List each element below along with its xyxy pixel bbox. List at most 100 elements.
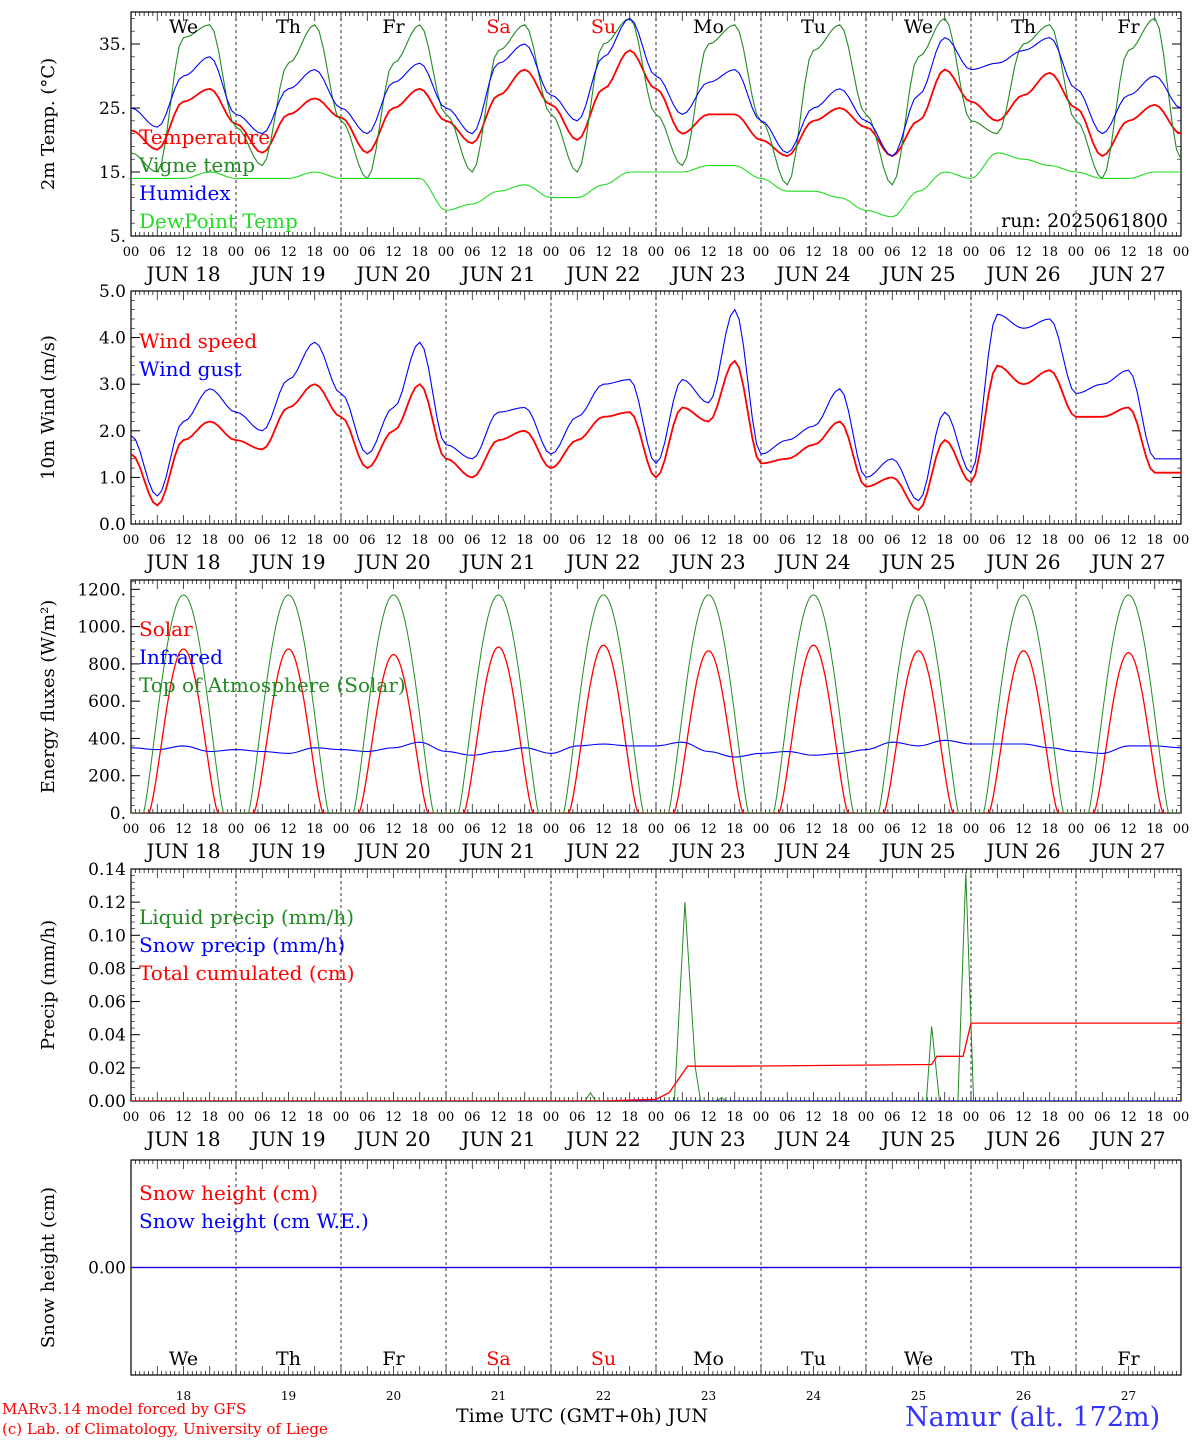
hour-tick-label: 06: [779, 1110, 796, 1125]
hour-tick-label: 12: [805, 245, 822, 260]
hour-tick-label: 00: [543, 1110, 560, 1125]
day-label: JUN 18: [144, 1127, 220, 1151]
weekday-label-bottom: Sa: [486, 1348, 510, 1370]
hour-tick-label: 00: [123, 533, 140, 548]
weekday-label-bottom: Tu: [801, 1348, 826, 1370]
hour-tick-label: 06: [1094, 533, 1111, 548]
hour-tick-label: 00: [543, 822, 560, 837]
hour-tick-label: 06: [989, 533, 1006, 548]
hour-tick-label: 12: [1015, 533, 1032, 548]
weekday-label-top: Fr: [382, 16, 405, 38]
day-label: JUN 26: [984, 262, 1060, 286]
hour-tick-label: 12: [700, 533, 717, 548]
hour-tick-label: 06: [464, 1110, 481, 1125]
hour-tick-label: 00: [228, 245, 245, 260]
hour-tick-label: 12: [805, 533, 822, 548]
series-wind-speed: [131, 359, 1181, 512]
hour-tick-label: 12: [805, 822, 822, 837]
day-label: JUN 24: [774, 839, 850, 863]
hour-tick-label: 18: [936, 245, 953, 260]
y-tick-label: 35.: [99, 35, 126, 55]
day-label: JUN 22: [564, 1127, 640, 1151]
hour-tick-label: 18: [201, 822, 218, 837]
hour-tick-label: 06: [989, 822, 1006, 837]
hour-tick-label: 12: [1015, 245, 1032, 260]
series-top-of-atmosphere-solar: [341, 594, 446, 813]
hour-tick-label: 00: [963, 1110, 980, 1125]
day-label: JUN 23: [669, 262, 745, 286]
hour-tick-label: 06: [569, 245, 586, 260]
y-tick-label: 400.: [88, 729, 126, 749]
hour-tick-label: 18: [936, 1110, 953, 1125]
series-solar: [761, 644, 866, 813]
day-number-label: 25: [911, 1389, 926, 1403]
hour-tick-label: 06: [149, 533, 166, 548]
hour-tick-label: 06: [359, 822, 376, 837]
hour-tick-label: 06: [359, 245, 376, 260]
hour-tick-label: 12: [490, 822, 507, 837]
day-label: JUN 21: [459, 262, 535, 286]
hour-tick-label: 00: [228, 1110, 245, 1125]
y-axis-label: 2m Temp. (°C): [38, 58, 59, 190]
day-number-label: 19: [281, 1389, 296, 1403]
hour-tick-label: 00: [1173, 245, 1190, 260]
hour-tick-label: 00: [858, 533, 875, 548]
hour-tick-label: 06: [674, 533, 691, 548]
day-number-label: 27: [1121, 1389, 1136, 1403]
legend-entry: Wind speed: [139, 329, 257, 353]
model-credit: MARv3.14 model forced by GFS: [2, 1400, 247, 1418]
weekday-label-bottom: Th: [276, 1348, 301, 1370]
legend-entry: Infrared: [139, 645, 223, 669]
hour-tick-label: 00: [963, 245, 980, 260]
series-solar: [341, 653, 446, 813]
hour-tick-label: 06: [1094, 822, 1111, 837]
weekday-label-top: Su: [591, 16, 616, 38]
hour-tick-label: 18: [1146, 245, 1163, 260]
hour-tick-label: 06: [989, 1110, 1006, 1125]
hour-tick-label: 18: [201, 1110, 218, 1125]
day-label: JUN 26: [984, 839, 1060, 863]
series-group: [131, 17, 1181, 218]
hour-tick-label: 00: [333, 533, 350, 548]
hour-tick-label: 12: [910, 1110, 927, 1125]
day-label: JUN 21: [459, 839, 535, 863]
panel-3: 0. 200. 400. 600. 800. 1000. 1200. Energy fluxe…: [38, 579, 1189, 863]
hour-tick-label: 12: [490, 245, 507, 260]
series-top-of-atmosphere-solar: [971, 594, 1076, 813]
hour-tick-label: 06: [149, 1110, 166, 1125]
day-label: JUN 18: [144, 262, 220, 286]
hour-tick-label: 00: [858, 822, 875, 837]
hour-tick-label: 12: [175, 245, 192, 260]
hour-tick-label: 06: [359, 1110, 376, 1125]
hour-tick-label: 18: [936, 533, 953, 548]
y-tick-label: 5.0: [99, 282, 126, 302]
hour-tick-label: 18: [306, 245, 323, 260]
station-label: Namur (alt. 172m): [905, 1402, 1161, 1433]
x-axis-label: Time UTC (GMT+0h) JUN: [456, 1405, 708, 1427]
hour-tick-label: 12: [595, 1110, 612, 1125]
day-label: JUN 27: [1089, 839, 1165, 863]
legend-entry: Temperature: [139, 125, 270, 149]
day-number-label: 24: [806, 1389, 822, 1403]
hour-tick-label: 18: [831, 533, 848, 548]
day-number-label: 26: [1016, 1389, 1031, 1403]
hour-tick-label: 00: [333, 245, 350, 260]
hour-tick-label: 18: [516, 533, 533, 548]
y-tick-label: 2.0: [99, 422, 126, 442]
hour-tick-label: 00: [1173, 1110, 1190, 1125]
y-tick-label: 0.12: [88, 893, 126, 913]
hour-tick-label: 06: [989, 245, 1006, 260]
legend-entry: Snow height (cm W.E.): [139, 1209, 369, 1233]
hour-tick-label: 18: [516, 822, 533, 837]
hour-tick-label: 00: [333, 822, 350, 837]
run-label: run: 2025061800: [1001, 210, 1168, 232]
hour-tick-label: 12: [910, 822, 927, 837]
hour-tick-label: 06: [884, 245, 901, 260]
legend-entry: Wind gust: [139, 357, 242, 381]
day-label: JUN 19: [249, 262, 325, 286]
series-top-of-atmosphere-solar: [131, 594, 236, 813]
hour-tick-label: 06: [569, 822, 586, 837]
hour-tick-label: 18: [621, 822, 638, 837]
weekday-label-bottom: Fr: [1117, 1348, 1140, 1370]
